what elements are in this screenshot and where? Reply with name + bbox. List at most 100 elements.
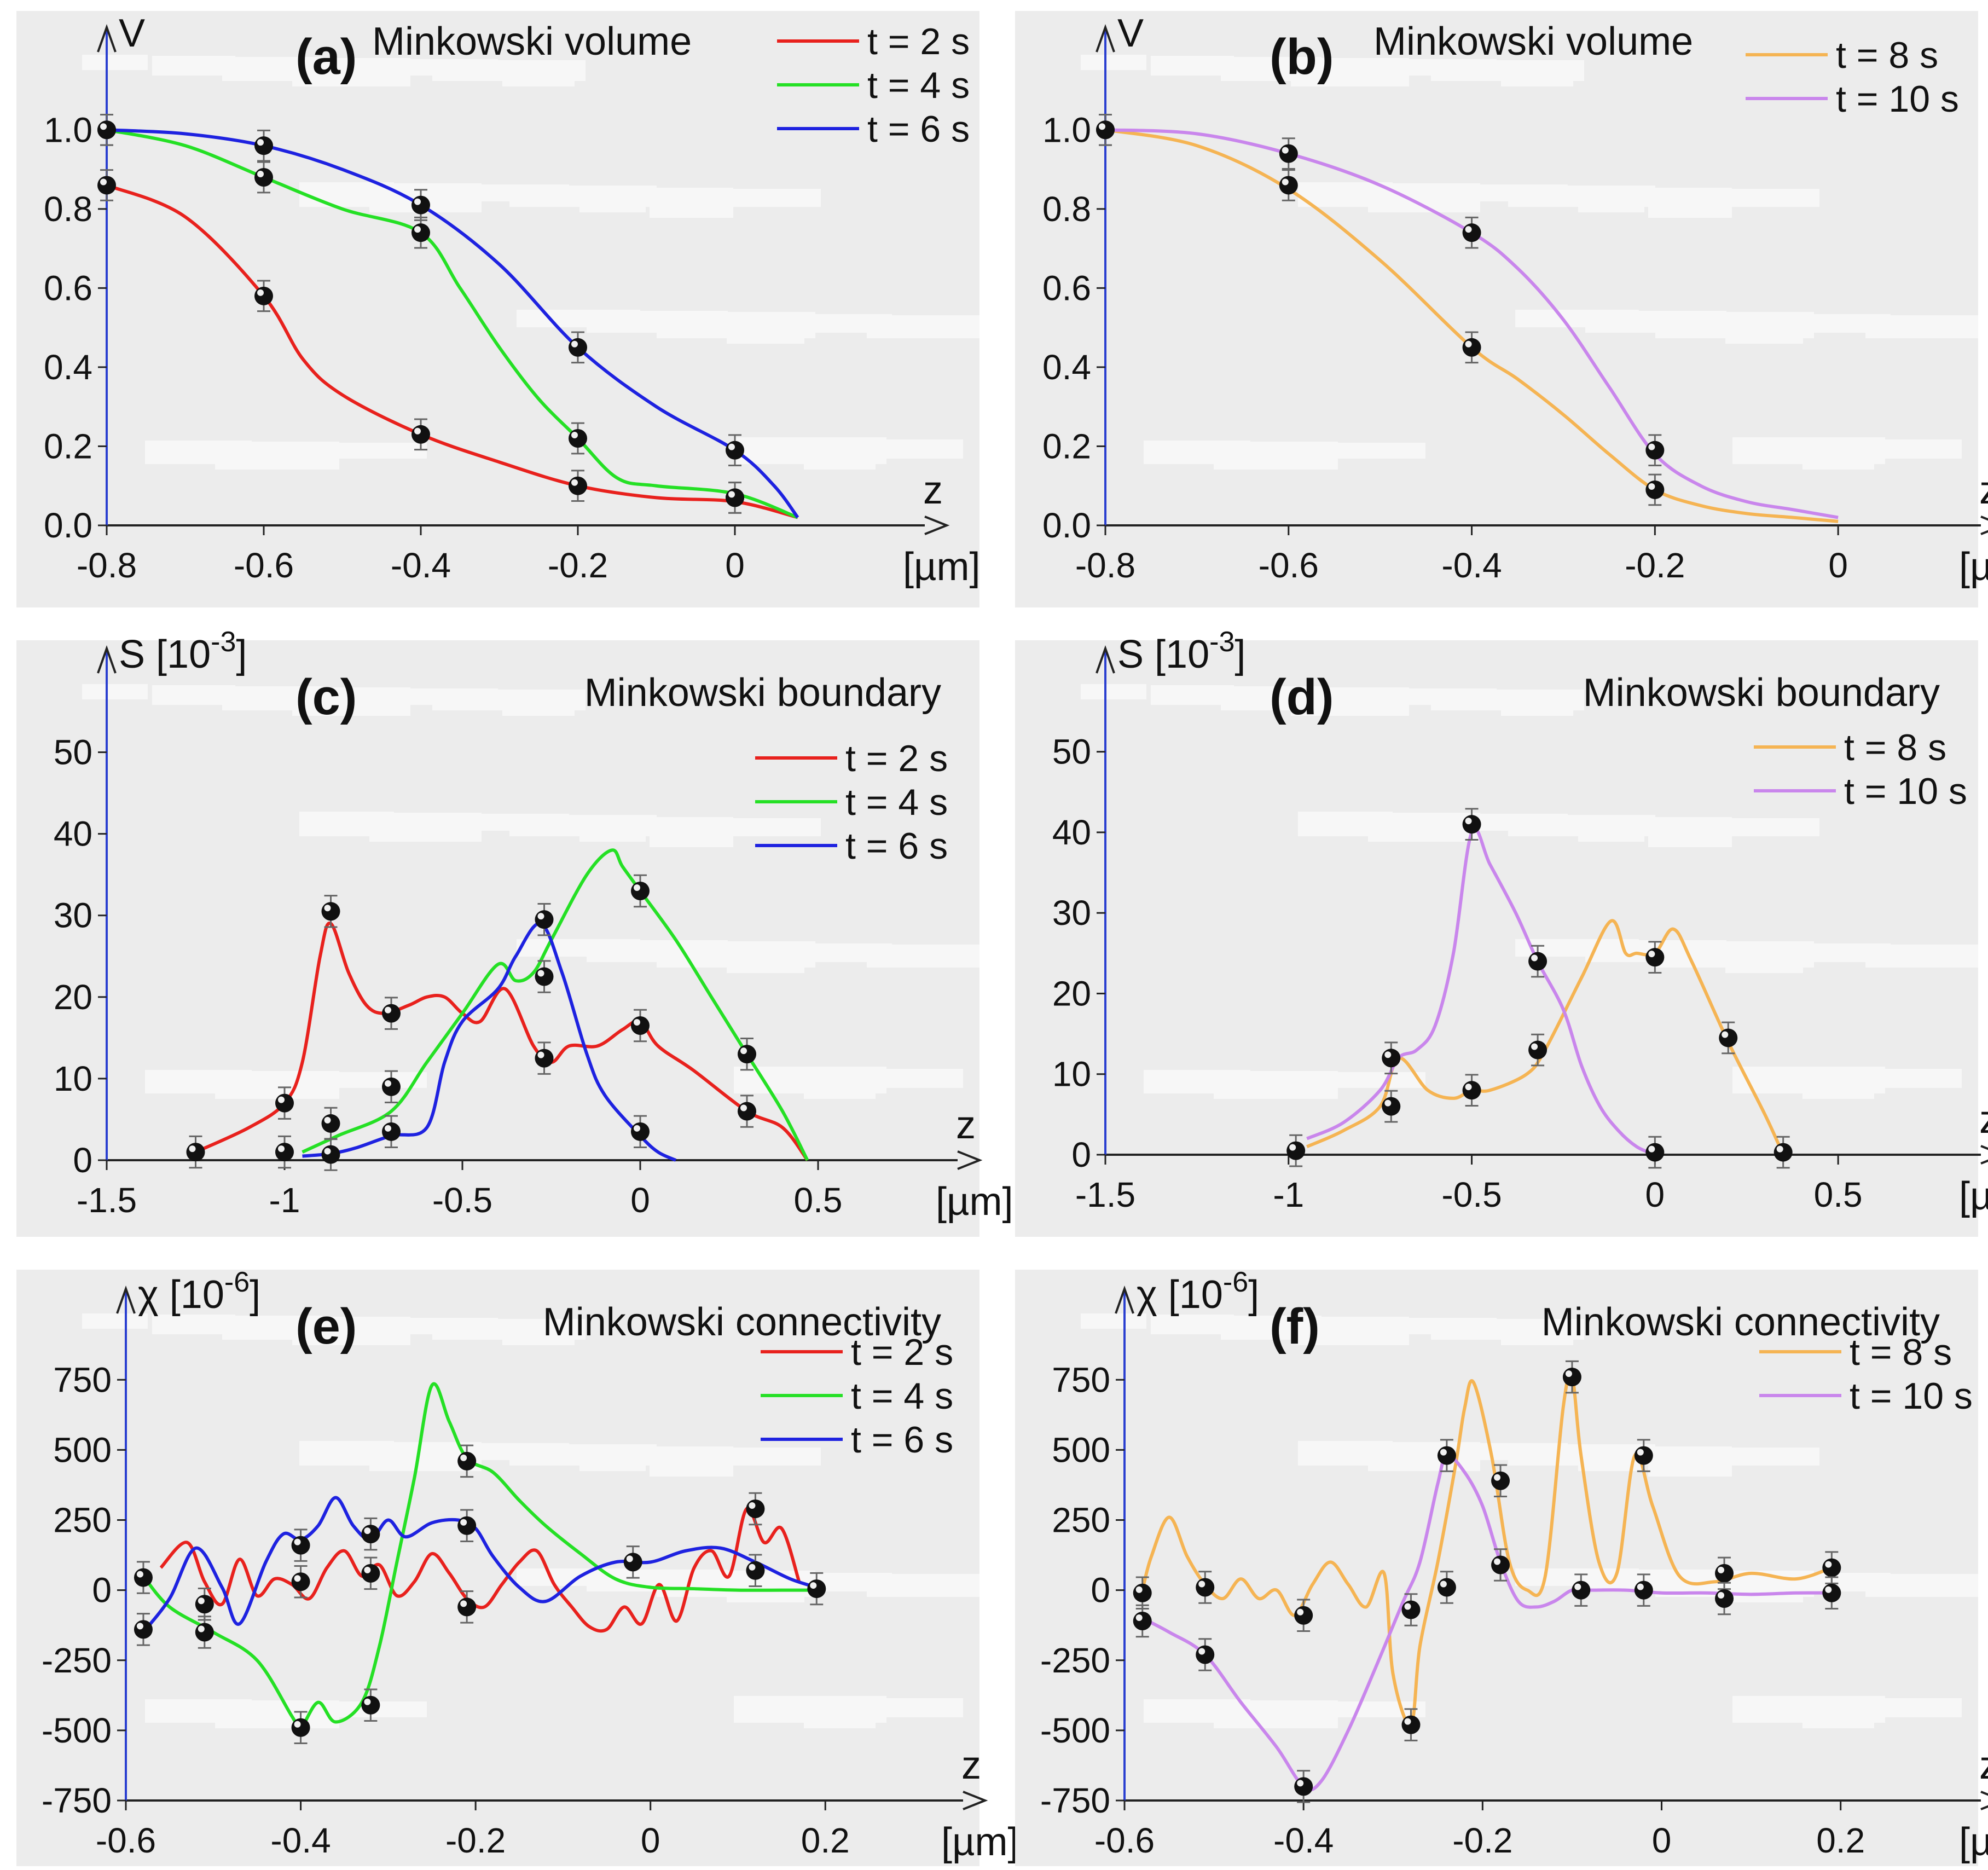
y-tick-label: 0 <box>1071 1135 1091 1174</box>
y-tick-label: 0.0 <box>1042 506 1091 545</box>
point-marker <box>457 1597 477 1617</box>
point-marker <box>1645 1143 1665 1162</box>
series-line-purple <box>1105 128 1839 519</box>
background-texture <box>650 1446 733 1477</box>
background-texture <box>1648 188 1732 218</box>
point-highlight <box>728 443 735 450</box>
data-point <box>746 1492 765 1526</box>
point-marker <box>382 1004 401 1023</box>
x-tick-label: -0.5 <box>1441 1175 1502 1214</box>
point-marker <box>1634 1580 1653 1600</box>
background-texture <box>1648 1446 1732 1477</box>
legend-entry: t = 10 s <box>1836 78 1959 120</box>
y-tick-label: 0 <box>73 1140 92 1180</box>
point-marker <box>1096 120 1115 140</box>
data-point <box>1279 137 1298 170</box>
y-axis-label: χ [10-6] <box>138 1266 260 1317</box>
background-texture <box>1873 439 1962 459</box>
y-axis-label-exponent: -6 <box>1223 1266 1248 1298</box>
data-point <box>291 1565 310 1599</box>
point-marker <box>631 1016 650 1035</box>
point-marker <box>195 1595 214 1614</box>
point-highlight <box>198 1625 205 1632</box>
data-point <box>1382 1041 1401 1075</box>
y-tick-label: 0.8 <box>1042 189 1091 229</box>
x-tick-label: 0.2 <box>801 1821 850 1860</box>
legend: t = 8 st = 10 s <box>1759 1331 1973 1417</box>
data-point <box>1462 331 1481 364</box>
point-highlight <box>1297 1780 1304 1787</box>
background-texture <box>82 684 148 699</box>
data-point <box>382 997 401 1030</box>
background-texture <box>1081 1313 1146 1329</box>
point-highlight <box>364 1527 371 1535</box>
background-texture <box>1284 443 1425 459</box>
point-highlight <box>278 1096 285 1103</box>
data-point <box>97 169 116 201</box>
background-texture <box>727 313 804 344</box>
y-tick-label: 0.2 <box>44 426 92 466</box>
point-highlight <box>634 1019 640 1026</box>
y-tick-label: 500 <box>1052 1430 1110 1469</box>
data-point <box>134 1613 153 1646</box>
point-marker <box>1634 1446 1653 1465</box>
point-highlight <box>1297 1608 1304 1616</box>
y-axis-label-end: ] <box>1234 633 1245 676</box>
point-marker <box>1491 1471 1510 1490</box>
y-tick-label: 50 <box>1052 732 1091 772</box>
data-point <box>411 189 430 221</box>
point-highlight <box>136 1623 143 1630</box>
background-texture <box>1284 1072 1425 1088</box>
y-tick-label: 30 <box>1052 893 1091 933</box>
point-highlight <box>1282 147 1289 154</box>
x-axis-label: z <box>1979 1098 1988 1142</box>
legend: t = 8 st = 10 s <box>1754 727 1967 812</box>
background-texture <box>285 1072 427 1088</box>
legend-entry: t = 10 s <box>1844 771 1967 812</box>
point-highlight <box>626 1555 633 1562</box>
point-marker <box>535 1049 554 1068</box>
y-tick-label: 750 <box>53 1360 112 1399</box>
point-marker <box>1382 1049 1401 1068</box>
data-point <box>1491 1464 1510 1497</box>
x-tick-label: -0.6 <box>96 1821 156 1860</box>
point-highlight <box>1135 1586 1143 1593</box>
point-marker <box>631 882 650 900</box>
legend-entry: t = 8 s <box>1836 34 1938 76</box>
x-tick-label: 0.5 <box>1814 1175 1863 1214</box>
panel-background <box>1015 640 1978 1237</box>
data-point <box>1634 1573 1653 1607</box>
point-highlight <box>1404 1718 1411 1725</box>
background-texture <box>727 942 804 973</box>
data-point <box>726 434 744 467</box>
x-tick-label: -0.4 <box>391 546 451 585</box>
point-marker <box>1572 1580 1591 1600</box>
background-texture <box>1151 56 1234 76</box>
y-tick-label: 1.0 <box>44 110 92 149</box>
point-marker <box>1645 948 1665 967</box>
x-axis-arrow <box>963 1791 988 1810</box>
data-point <box>1634 1439 1653 1472</box>
legend-entry: t = 4 s <box>867 65 970 106</box>
x-tick-label: 0 <box>641 1821 660 1860</box>
x-tick-label: -0.2 <box>1452 1821 1512 1860</box>
y-tick-label: 0.6 <box>1042 268 1091 308</box>
point-marker <box>738 1102 756 1121</box>
point-marker <box>275 1093 294 1113</box>
legend-entry: t = 4 s <box>845 781 948 823</box>
point-marker <box>1822 1583 1841 1602</box>
data-point <box>1462 1074 1481 1107</box>
legend: t = 8 st = 10 s <box>1746 34 1959 120</box>
data-point <box>1279 169 1298 201</box>
data-point <box>1462 216 1481 249</box>
point-marker <box>1462 223 1481 242</box>
point-highlight <box>1531 1043 1538 1050</box>
point-marker <box>321 1114 340 1133</box>
point-highlight <box>257 171 264 177</box>
y-tick-label: 0.4 <box>1042 348 1091 387</box>
data-point <box>1382 1090 1401 1123</box>
data-point <box>738 1095 756 1128</box>
point-marker <box>1279 176 1298 195</box>
legend-entry: t = 6 s <box>845 825 948 867</box>
data-point <box>321 895 340 928</box>
